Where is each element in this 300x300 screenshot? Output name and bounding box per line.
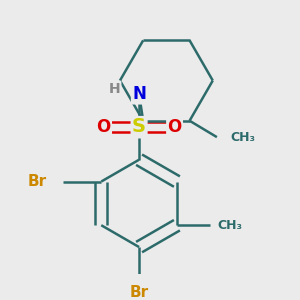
- Text: Br: Br: [130, 285, 148, 300]
- Text: O: O: [167, 118, 182, 136]
- Text: N: N: [132, 85, 146, 103]
- Text: CH₃: CH₃: [218, 219, 243, 232]
- Text: H: H: [109, 82, 120, 96]
- Text: CH₃: CH₃: [230, 130, 256, 144]
- Text: O: O: [97, 118, 111, 136]
- Text: Br: Br: [28, 174, 47, 189]
- Text: S: S: [132, 118, 146, 136]
